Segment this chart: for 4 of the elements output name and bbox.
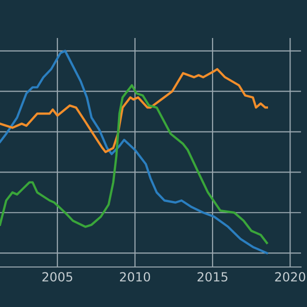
x-tick-label: 2015: [198, 272, 228, 282]
x-tick-label: 2020: [275, 272, 306, 282]
x-tick-label: 2010: [120, 272, 150, 282]
x-tick-label: 2005: [42, 272, 72, 282]
